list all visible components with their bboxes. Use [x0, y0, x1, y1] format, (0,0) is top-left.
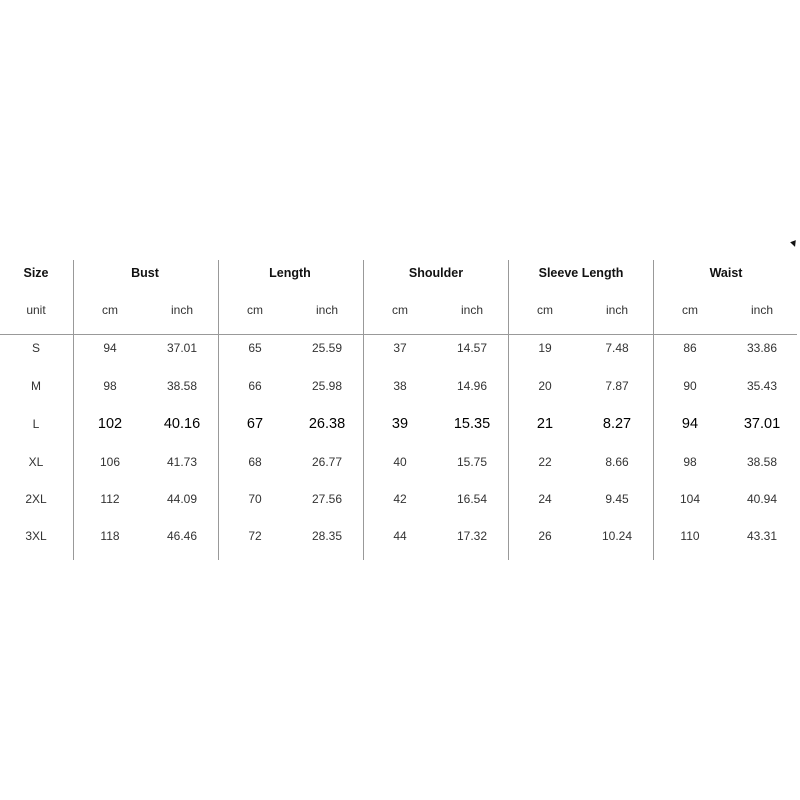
- table-cell: 38.58: [166, 379, 198, 393]
- table-cell: 41.73: [166, 455, 198, 469]
- table-cell: 35.43: [746, 379, 778, 393]
- table-cell: 43.31: [746, 529, 778, 543]
- unit-cm: cm: [392, 303, 408, 317]
- unit-inch: inch: [750, 303, 774, 317]
- table-cell: 118: [100, 529, 120, 543]
- table-cell: 7.48: [605, 341, 629, 355]
- table-cell: 68: [248, 455, 262, 469]
- corner-mark: [790, 240, 798, 248]
- header-divider: [0, 334, 797, 335]
- unit-inch: inch: [170, 303, 194, 317]
- unit-inch: inch: [460, 303, 484, 317]
- size-header: Size: [23, 266, 49, 280]
- table-cell: 72: [248, 529, 262, 543]
- table-cell: 40.16: [163, 416, 201, 432]
- unit-label: unit: [26, 303, 46, 317]
- group-header: Length: [269, 266, 311, 280]
- table-cell: 33.86: [746, 341, 778, 355]
- table-cell: 98: [683, 455, 697, 469]
- table-cell: 67: [246, 416, 264, 432]
- table-cell: 46.46: [166, 529, 198, 543]
- table-cell: 38.58: [746, 455, 778, 469]
- table-cell: 27.56: [311, 492, 343, 506]
- table-cell: 90: [683, 379, 697, 393]
- size-label: 2XL: [25, 492, 47, 506]
- table-cell: 22: [538, 455, 552, 469]
- unit-cm: cm: [682, 303, 698, 317]
- size-label: XL: [28, 455, 44, 469]
- table-cell: 44.09: [166, 492, 198, 506]
- table-cell: 66: [248, 379, 262, 393]
- table-cell: 112: [100, 492, 120, 506]
- table-cell: 37.01: [166, 341, 198, 355]
- table-cell: 15.75: [456, 455, 488, 469]
- table-cell: 98: [103, 379, 117, 393]
- table-cell: 14.57: [456, 341, 488, 355]
- table-cell: 8.27: [602, 416, 632, 432]
- size-label: S: [31, 341, 41, 355]
- column-divider: [218, 260, 219, 560]
- column-divider: [363, 260, 364, 560]
- table-cell: 8.66: [605, 455, 629, 469]
- table-cell: 102: [97, 416, 123, 432]
- table-cell: 106: [99, 455, 121, 469]
- table-cell: 16.54: [456, 492, 488, 506]
- table-cell: 17.32: [456, 529, 488, 543]
- group-header: Waist: [709, 266, 743, 280]
- table-cell: 28.35: [311, 529, 343, 543]
- table-cell: 39: [391, 416, 409, 432]
- unit-cm: cm: [247, 303, 263, 317]
- size-label: M: [31, 379, 41, 393]
- column-divider: [73, 260, 74, 560]
- table-cell: 40: [393, 455, 407, 469]
- table-cell: 19: [538, 341, 552, 355]
- table-cell: 26.77: [311, 455, 343, 469]
- column-divider: [508, 260, 509, 560]
- group-header: Bust: [131, 266, 159, 280]
- table-cell: 25.59: [311, 341, 343, 355]
- table-cell: 10.24: [601, 529, 633, 543]
- table-cell: 37.01: [743, 416, 781, 432]
- table-cell: 110: [680, 529, 700, 543]
- table-cell: 15.35: [453, 416, 491, 432]
- table-cell: 40.94: [746, 492, 778, 506]
- unit-cm: cm: [537, 303, 553, 317]
- unit-inch: inch: [605, 303, 629, 317]
- size-label: 3XL: [25, 529, 47, 543]
- table-cell: 24: [538, 492, 552, 506]
- table-cell: 94: [681, 416, 699, 432]
- unit-cm: cm: [102, 303, 118, 317]
- size-label: L: [32, 417, 40, 431]
- column-divider: [653, 260, 654, 560]
- table-cell: 94: [103, 341, 117, 355]
- group-header: Shoulder: [408, 266, 464, 280]
- table-cell: 86: [683, 341, 697, 355]
- table-cell: 65: [248, 341, 262, 355]
- table-cell: 44: [393, 529, 407, 543]
- table-cell: 104: [679, 492, 701, 506]
- table-cell: 26: [538, 529, 552, 543]
- table-cell: 20: [538, 379, 552, 393]
- table-cell: 26.38: [308, 416, 346, 432]
- table-cell: 42: [393, 492, 407, 506]
- table-cell: 7.87: [605, 379, 629, 393]
- group-header: Sleeve Length: [538, 266, 624, 280]
- table-cell: 70: [248, 492, 262, 506]
- unit-inch: inch: [315, 303, 339, 317]
- table-cell: 21: [536, 416, 554, 432]
- table-cell: 14.96: [456, 379, 488, 393]
- table-cell: 9.45: [605, 492, 629, 506]
- table-cell: 38: [393, 379, 407, 393]
- table-cell: 37: [393, 341, 407, 355]
- table-cell: 25.98: [311, 379, 343, 393]
